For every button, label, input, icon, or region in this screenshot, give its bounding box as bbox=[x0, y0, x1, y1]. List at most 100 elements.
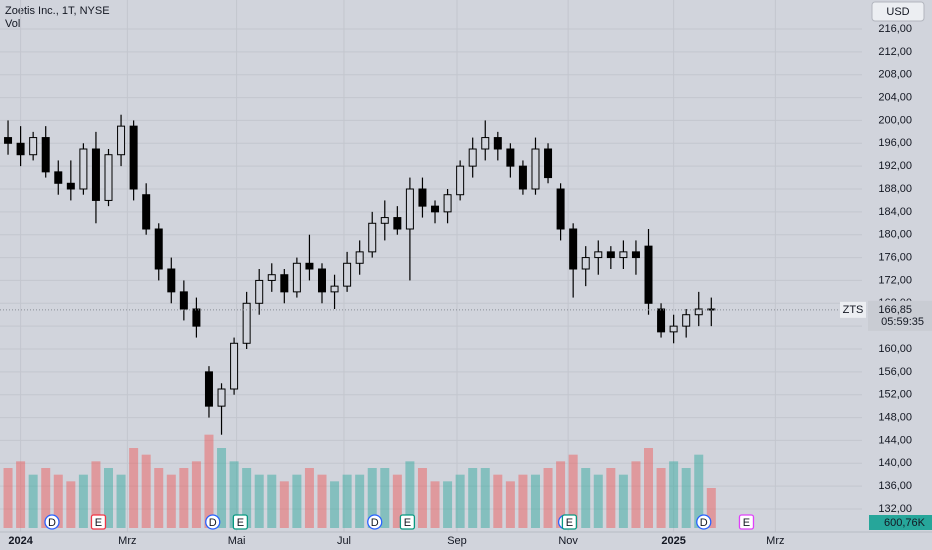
candle-body bbox=[606, 251, 615, 259]
y-tick-label: 196,00 bbox=[878, 137, 912, 149]
currency[interactable]: USD bbox=[886, 6, 909, 18]
volume-bar bbox=[330, 481, 340, 528]
event-label: E bbox=[404, 517, 411, 529]
x-tick-label: 2024 bbox=[8, 535, 33, 547]
y-tick-label: 200,00 bbox=[878, 114, 912, 126]
volume-bar bbox=[694, 454, 704, 528]
y-tick-label: 140,00 bbox=[878, 457, 912, 469]
candle-body bbox=[569, 228, 578, 270]
y-tick-label: 172,00 bbox=[878, 274, 912, 286]
volume-bar bbox=[455, 474, 465, 528]
volume-label: Vol bbox=[5, 18, 20, 30]
candle-body bbox=[644, 245, 653, 304]
y-tick-label: 132,00 bbox=[878, 503, 912, 515]
x-tick-label: Mrz bbox=[118, 535, 136, 547]
y-tick-label: 208,00 bbox=[878, 69, 912, 81]
volume-badge: 600,76K bbox=[884, 517, 926, 529]
volume-bar bbox=[392, 474, 402, 528]
candle-body bbox=[694, 308, 703, 316]
volume-bar bbox=[53, 474, 63, 528]
y-tick-label: 160,00 bbox=[878, 343, 912, 355]
y-tick-label: 192,00 bbox=[878, 160, 912, 172]
candle-body bbox=[544, 148, 553, 179]
volume-bar bbox=[355, 474, 365, 528]
chart-title: Zoetis Inc., 1T, NYSE bbox=[5, 5, 110, 17]
y-tick-label: 184,00 bbox=[878, 206, 912, 218]
candle-body bbox=[657, 308, 666, 333]
volume-bar bbox=[3, 468, 13, 528]
y-tick-label: 176,00 bbox=[878, 251, 912, 263]
volume-bar bbox=[518, 474, 528, 528]
event-marker bbox=[399, 514, 416, 530]
candle-body bbox=[330, 285, 339, 293]
volume-bar bbox=[706, 488, 716, 528]
volume-bar bbox=[317, 474, 327, 528]
volume-bar bbox=[543, 468, 553, 528]
event-marker bbox=[738, 514, 755, 530]
candle-body bbox=[66, 182, 75, 190]
y-tick-label: 180,00 bbox=[878, 229, 912, 241]
event-marker bbox=[232, 514, 249, 530]
volume-bar bbox=[631, 461, 641, 528]
y-tick-label: 152,00 bbox=[878, 389, 912, 401]
event-label: D bbox=[700, 517, 708, 529]
event-marker bbox=[44, 514, 60, 530]
volume-bar bbox=[179, 468, 189, 528]
y-tick-label: 156,00 bbox=[878, 366, 912, 378]
volume-bar bbox=[644, 448, 654, 528]
volume-bar bbox=[104, 468, 114, 528]
volume-bar bbox=[405, 461, 415, 528]
price-badge-box bbox=[868, 300, 932, 331]
candle-body bbox=[117, 125, 126, 156]
candle-body bbox=[506, 148, 515, 167]
volume-bar bbox=[141, 454, 151, 528]
candle-body bbox=[54, 171, 63, 184]
x-tick-label: Nov bbox=[558, 535, 578, 547]
candle-body bbox=[343, 262, 352, 287]
candle-body bbox=[481, 137, 490, 150]
candle-body bbox=[91, 148, 100, 201]
volume-bar bbox=[91, 461, 101, 528]
candle-body bbox=[79, 148, 88, 190]
symbol-badge-box bbox=[840, 301, 866, 318]
candle-body bbox=[179, 291, 188, 310]
candle-body bbox=[280, 274, 289, 293]
x-tick-label: Jul bbox=[337, 535, 351, 547]
volume-bar bbox=[681, 468, 691, 528]
x-tick-label: Sep bbox=[447, 535, 467, 547]
volume-bar bbox=[606, 468, 616, 528]
candle-body bbox=[192, 308, 201, 327]
candle-body bbox=[142, 194, 151, 230]
candle-body bbox=[405, 188, 414, 230]
volume-bar bbox=[166, 474, 176, 528]
volume-bar bbox=[242, 468, 252, 528]
volume-bar bbox=[66, 481, 76, 528]
volume-bar bbox=[204, 434, 214, 528]
volume-bar bbox=[367, 468, 377, 528]
candle-body bbox=[443, 194, 452, 213]
volume-bar bbox=[78, 474, 88, 528]
candle-body bbox=[518, 165, 527, 190]
volume-bar bbox=[430, 481, 440, 528]
currency-box[interactable] bbox=[871, 1, 925, 22]
candle-body bbox=[380, 217, 389, 224]
volume-badge-box bbox=[869, 515, 932, 530]
event-label: E bbox=[566, 517, 573, 529]
volume-bar bbox=[154, 468, 164, 528]
candle-body bbox=[418, 188, 427, 207]
candle-body bbox=[317, 268, 326, 293]
event-label: D bbox=[371, 517, 379, 529]
event-marker bbox=[696, 514, 712, 530]
candle-body bbox=[4, 137, 13, 144]
candle-body bbox=[217, 388, 226, 407]
event-marker bbox=[561, 514, 578, 530]
x-tick-label: Mai bbox=[228, 535, 246, 547]
volume-bar bbox=[16, 461, 26, 528]
volume-bar bbox=[568, 454, 578, 528]
candle-body bbox=[29, 137, 38, 156]
candle-body bbox=[204, 371, 213, 407]
volume-bar bbox=[292, 474, 302, 528]
y-tick-label: 144,00 bbox=[878, 434, 912, 446]
symbol-badge: ZTS bbox=[843, 304, 864, 316]
